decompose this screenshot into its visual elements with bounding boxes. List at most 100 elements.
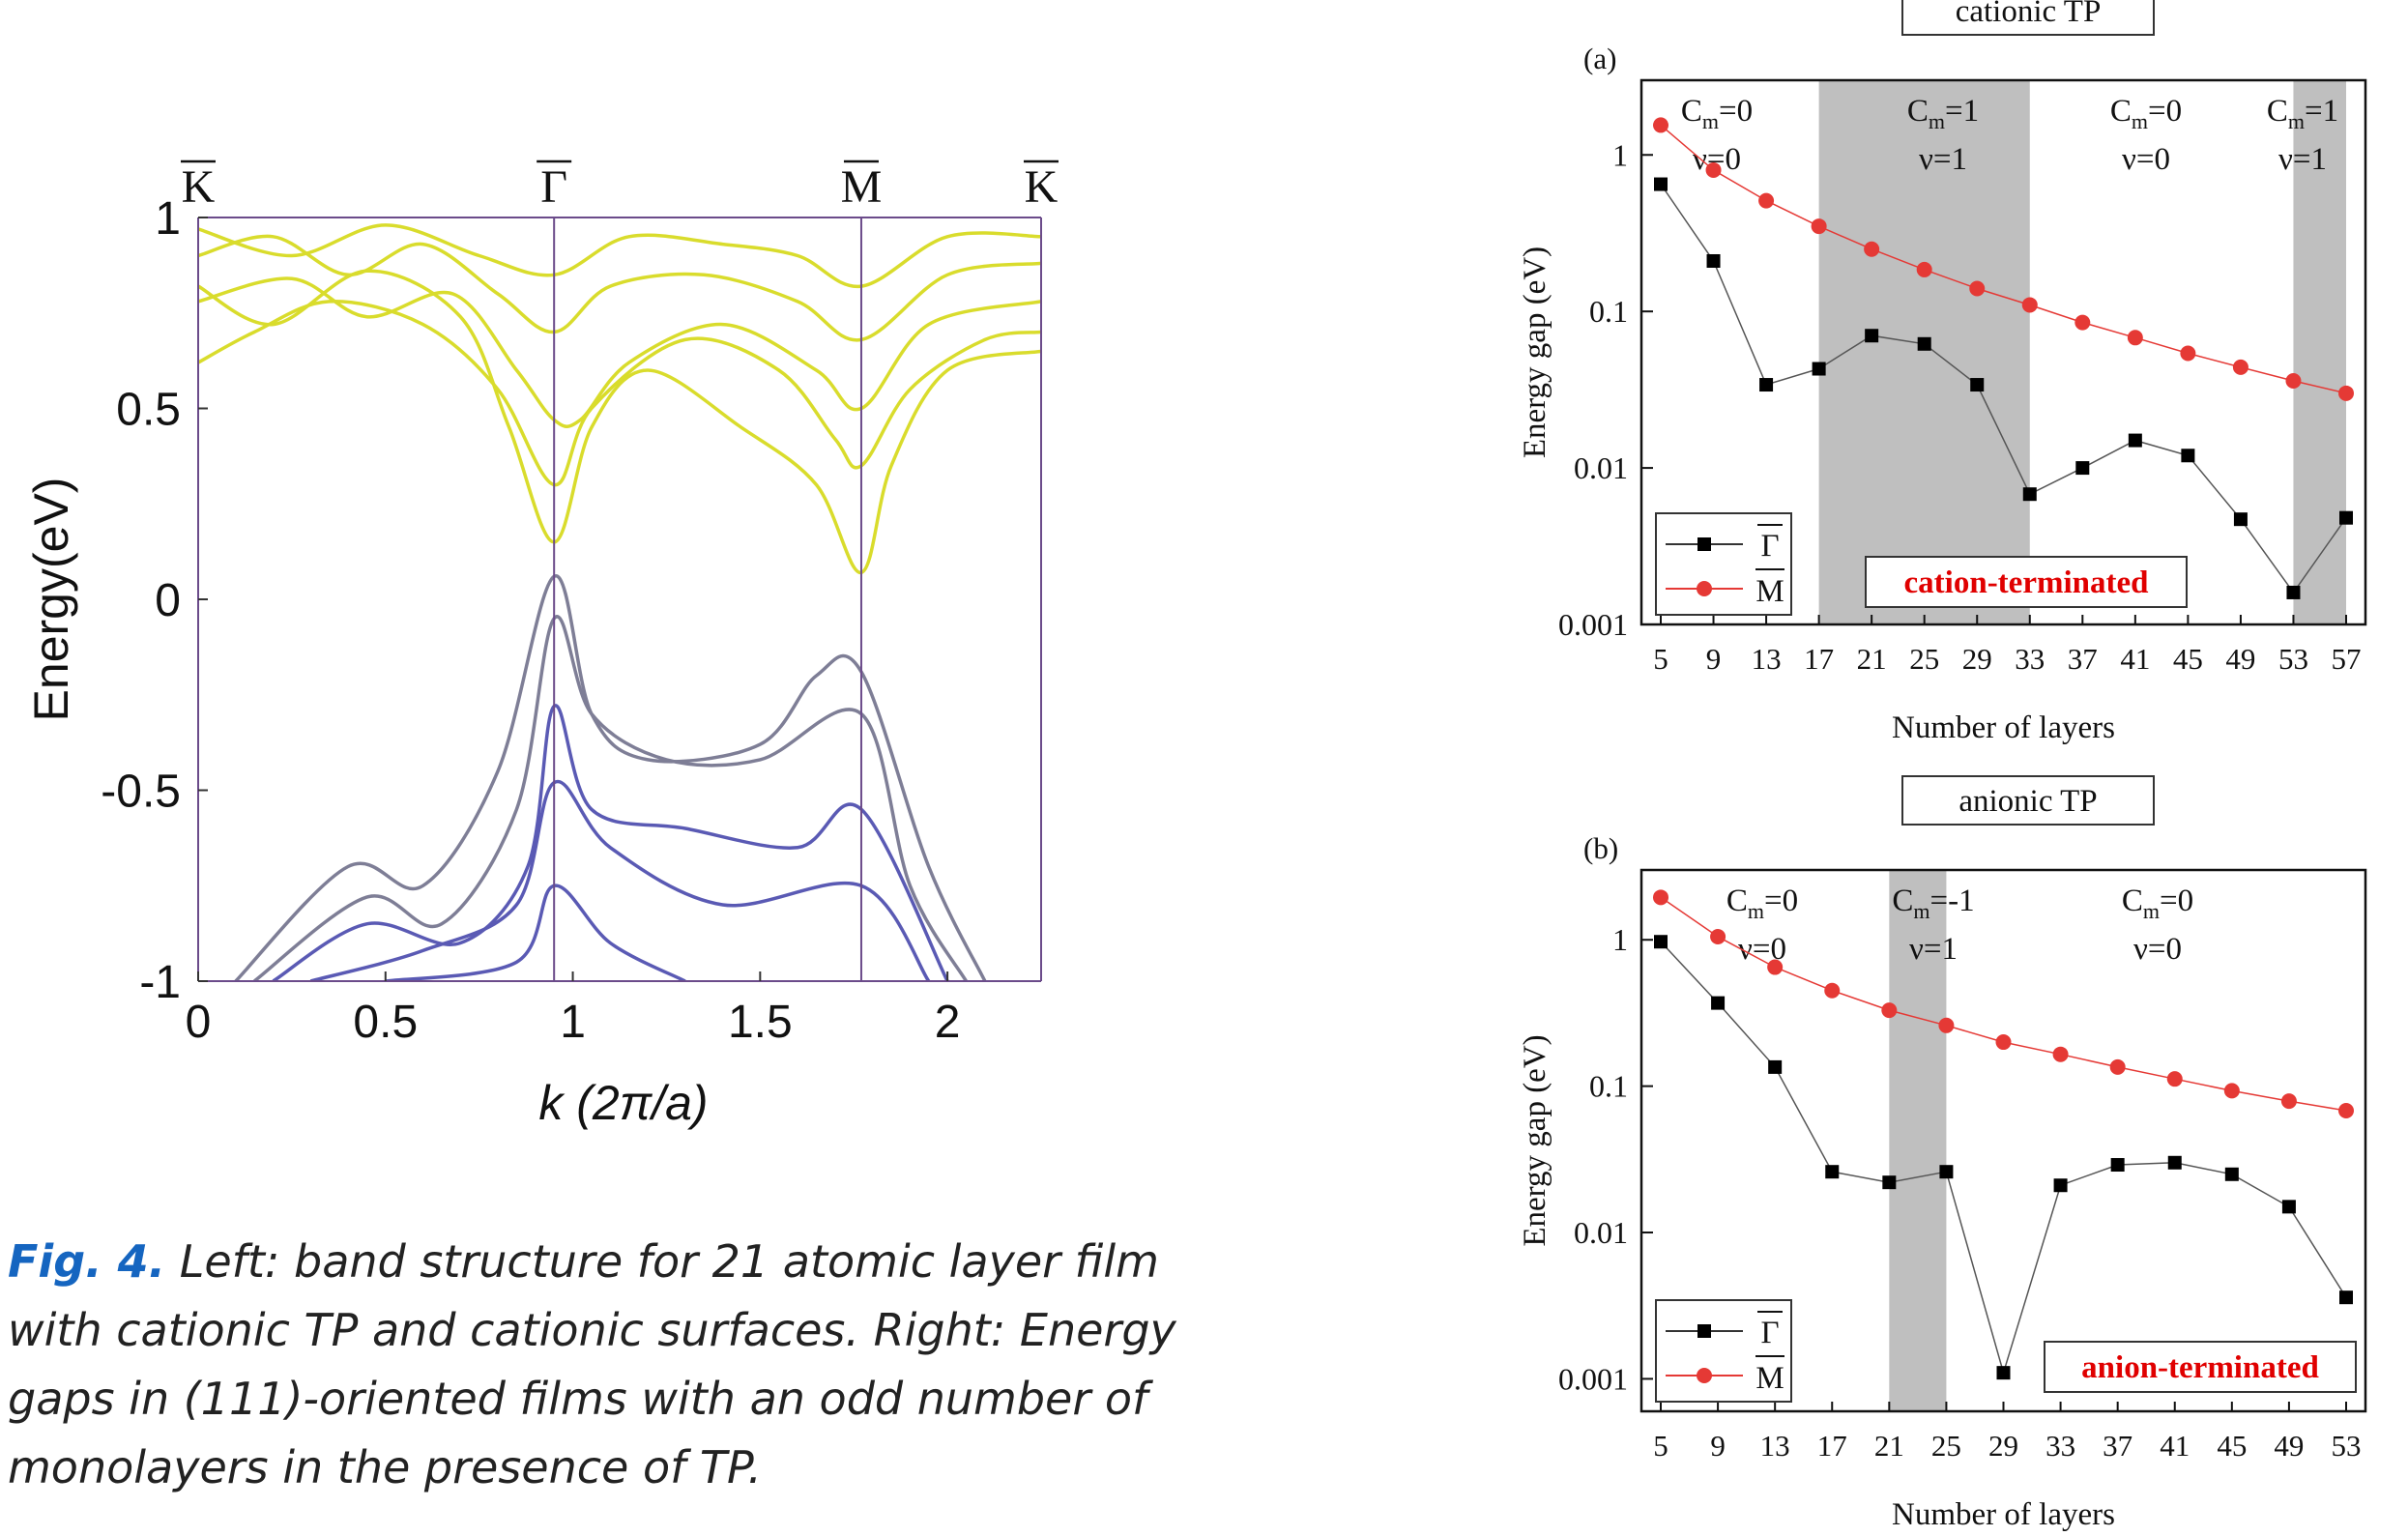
gamma-gap-marker bbox=[2224, 1167, 2239, 1181]
m-gap-marker bbox=[1653, 889, 1668, 906]
m-gap-marker bbox=[2338, 1102, 2354, 1118]
legend-gamma-marker bbox=[1697, 1324, 1711, 1338]
termination-box bbox=[2044, 1341, 2357, 1393]
chern-number-label-1: Cm=0 bbox=[1726, 884, 1798, 923]
topological-shaded-region-2 bbox=[2293, 80, 2346, 624]
gap-xtick-label: 49 bbox=[2274, 1429, 2304, 1463]
band-xtick-label: 0 bbox=[186, 997, 212, 1048]
gap-legend-box bbox=[1655, 1299, 1792, 1403]
m-gap-marker bbox=[1881, 1002, 1898, 1019]
band-xtick-label: 1 bbox=[560, 997, 586, 1048]
gap-series-line-gamma bbox=[1660, 184, 2347, 594]
m-gap-marker bbox=[2223, 1083, 2240, 1099]
conduction-band-2 bbox=[198, 300, 1041, 487]
m-gap-marker bbox=[2285, 373, 2302, 390]
gap-legend-box bbox=[1655, 512, 1792, 616]
band-ytick-label: 0.5 bbox=[116, 385, 181, 436]
gap-xtick-label: 17 bbox=[1817, 1429, 1847, 1463]
gap-xtick-label: 25 bbox=[1909, 642, 1939, 676]
gamma-gap-marker bbox=[1865, 329, 1879, 343]
valence-band-2 bbox=[253, 615, 969, 981]
valence-band-1 bbox=[234, 574, 987, 981]
conduction-band-3 bbox=[198, 276, 1041, 429]
gamma-gap-marker bbox=[1882, 1175, 1897, 1190]
gap-xtick-label: 9 bbox=[1710, 1429, 1726, 1463]
gamma-gap-marker bbox=[2281, 1200, 2296, 1214]
gap-xtick-label: 21 bbox=[1874, 1429, 1904, 1463]
gamma-gap-marker bbox=[1706, 253, 1721, 268]
gamma-gap-marker bbox=[2110, 1158, 2125, 1173]
band-ytick-label: 0 bbox=[155, 575, 181, 626]
gamma-gap-marker bbox=[1654, 935, 1668, 949]
kpoint-label-3: M bbox=[841, 161, 883, 213]
gap-xtick-label: 53 bbox=[2278, 642, 2308, 676]
gamma-gap-marker bbox=[2339, 510, 2353, 525]
kpoint-label-1: K bbox=[182, 161, 216, 213]
gamma-gap-marker bbox=[1996, 1366, 2011, 1380]
gap-panel-title: cationic TP bbox=[1956, 0, 2102, 29]
gap-xtick-label: 41 bbox=[2160, 1429, 2190, 1463]
gap-xtick-label: 53 bbox=[2332, 1429, 2362, 1463]
figure-caption: Fig. 4. Left: band structure for 21 atom… bbox=[8, 1228, 1255, 1502]
gap-xtick-label: 5 bbox=[1653, 1429, 1668, 1463]
gamma-gap-marker bbox=[1812, 362, 1826, 376]
m-gap-marker bbox=[1916, 261, 1932, 277]
valence-band-4 bbox=[309, 779, 931, 981]
gamma-gap-marker bbox=[1825, 1165, 1840, 1179]
m-gap-marker bbox=[1938, 1017, 1955, 1033]
topological-shaded-region-1 bbox=[1818, 80, 2030, 624]
termination-label: anion-terminated bbox=[2081, 1350, 2319, 1385]
gap-xtick-label: 45 bbox=[2217, 1429, 2247, 1463]
m-gap-marker bbox=[1653, 117, 1668, 133]
gamma-gap-marker bbox=[2181, 449, 2195, 463]
conduction-band-5 bbox=[198, 223, 1041, 288]
m-gap-marker bbox=[2074, 314, 2091, 331]
chern-number-label-3: Cm=0 bbox=[2110, 94, 2182, 133]
gap-xtick-label: 29 bbox=[1988, 1429, 2018, 1463]
m-gap-marker bbox=[2338, 385, 2354, 401]
gap-ytick-label: 0.1 bbox=[1589, 294, 1628, 329]
gap-xtick-label: 45 bbox=[2173, 642, 2203, 676]
gap-xtick-label: 21 bbox=[1857, 642, 1887, 676]
conduction-band-4 bbox=[198, 234, 1041, 342]
gamma-gap-marker bbox=[2022, 487, 2037, 502]
m-gap-marker bbox=[1705, 161, 1722, 178]
conduction-band-1 bbox=[198, 269, 1041, 575]
gamma-gap-marker bbox=[2167, 1155, 2182, 1170]
band-x-axis-title: k (2π/a) bbox=[538, 1076, 708, 1130]
termination-label: cation-terminated bbox=[1904, 565, 2149, 600]
z2-invariant-label-2: ν=1 bbox=[1909, 932, 1958, 967]
gap-y-axis-title: Energy gap (eV) bbox=[1518, 246, 1552, 458]
gap-x-axis-title: Number of layers bbox=[1892, 710, 2115, 745]
gamma-gap-marker bbox=[2286, 585, 2301, 599]
gap-series-line-m bbox=[1660, 896, 2347, 1112]
energy-gap-panel-1: cationic TP (a) 1 0.1 0.01 0.001 5 9 13 17 21 25 29 3… bbox=[1518, 0, 2367, 745]
caption-text: Left: band structure for 21 atomic layer… bbox=[8, 1235, 1176, 1493]
z2-invariant-label-3: ν=0 bbox=[2133, 932, 2182, 967]
gamma-gap-marker bbox=[1939, 1165, 1954, 1179]
gap-xtick-label: 33 bbox=[2045, 1429, 2075, 1463]
chern-number-label-2: Cm=-1 bbox=[1892, 884, 1974, 923]
gap-ytick-label: 0.01 bbox=[1574, 450, 1628, 485]
chern-number-label-2: Cm=1 bbox=[1907, 94, 1979, 133]
chern-number-label-3: Cm=0 bbox=[2122, 884, 2193, 923]
gamma-gap-marker bbox=[2233, 512, 2248, 527]
m-gap-marker bbox=[2166, 1071, 2183, 1087]
gap-title-box bbox=[1901, 0, 2155, 36]
gap-xtick-label: 13 bbox=[1760, 1429, 1790, 1463]
chern-number-label-1: Cm=0 bbox=[1681, 94, 1753, 133]
gap-xtick-label: 13 bbox=[1752, 642, 1782, 676]
gap-xtick-label: 33 bbox=[2015, 642, 2045, 676]
gap-ytick-label: 0.01 bbox=[1574, 1215, 1628, 1250]
z2-invariant-label-4: ν=1 bbox=[2278, 142, 2327, 177]
gamma-gap-marker bbox=[2339, 1290, 2353, 1305]
m-gap-marker bbox=[1811, 218, 1827, 235]
gap-xtick-label: 49 bbox=[2225, 642, 2255, 676]
z2-invariant-label-3: ν=0 bbox=[2122, 142, 2170, 177]
legend-m-marker bbox=[1697, 581, 1712, 596]
m-gap-marker bbox=[2109, 1058, 2126, 1075]
gap-y-axis-title: Energy gap (eV) bbox=[1518, 1034, 1552, 1246]
band-y-axis-title: Energy(eV) bbox=[24, 478, 78, 722]
z2-invariant-label-2: ν=1 bbox=[1919, 142, 1967, 177]
gap-ytick-label: 0.001 bbox=[1558, 607, 1628, 642]
